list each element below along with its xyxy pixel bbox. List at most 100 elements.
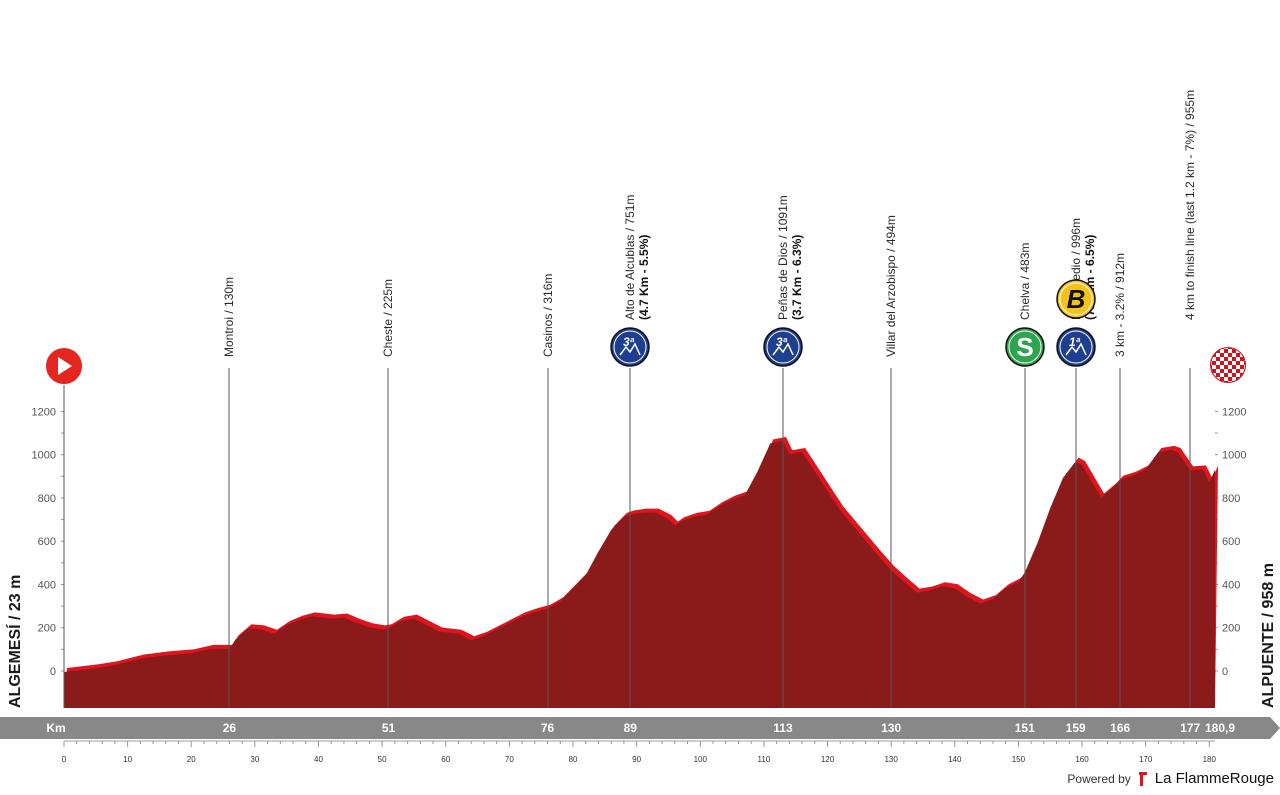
climb-1st-circle <box>1056 327 1096 367</box>
km-band: Km 26 51 76 89 113 130 151 159 166 177 180,9 <box>0 717 1280 739</box>
km-band-label: 51 <box>382 721 396 735</box>
x-tick-label: 10 <box>123 755 132 764</box>
checker-square <box>1212 381 1216 382</box>
powered-by: Powered by La FlammeRouge <box>1067 770 1274 787</box>
waypoint-climb-detail: (3.7 Km - 6.3%) <box>790 235 804 320</box>
start-icon <box>44 346 84 386</box>
checker-square <box>1224 377 1228 381</box>
checker-square <box>1220 357 1224 361</box>
sprint-ring <box>1008 330 1042 364</box>
y-tick-label-right: 0 <box>1222 666 1228 678</box>
climb-3rd-icon: 3ª <box>610 327 650 367</box>
checker-square <box>1232 353 1236 357</box>
waypoint-label: Villar del Arzobispo / 494m <box>884 215 898 357</box>
checker-square <box>1232 369 1236 373</box>
x-tick-label: 130 <box>884 755 898 764</box>
climb-3rd-ring <box>766 330 800 364</box>
km-band-total: 180,9 <box>1205 721 1235 735</box>
waypoint-label: Peñas de Dios / 1091m <box>776 195 790 320</box>
checker-square <box>1244 349 1245 353</box>
checker-square <box>1228 349 1232 353</box>
checker-square <box>1228 365 1232 369</box>
checker-square <box>1236 373 1240 377</box>
checker-square <box>1211 361 1212 365</box>
y-tick-label-right: 200 <box>1222 623 1240 635</box>
waypoint-label: Chelva / 483m <box>1018 243 1032 320</box>
bonus-label: B <box>1067 284 1086 314</box>
x-tick-label: 120 <box>821 755 835 764</box>
finish-icon <box>1208 345 1248 385</box>
km-band-label: 26 <box>223 721 237 735</box>
checker-square <box>1216 369 1220 373</box>
checker-square <box>1232 377 1236 381</box>
checker-square <box>1228 357 1232 361</box>
y-tick-label-right: 1000 <box>1222 450 1246 462</box>
waypoint-label: Alto de Alcublas / 751m <box>623 195 637 320</box>
y-tick-label-left: 0 <box>50 666 56 678</box>
climb-3rd-ring <box>613 330 647 364</box>
x-tick-label: 0 <box>62 755 67 764</box>
y-tick-label-right: 800 <box>1222 493 1240 505</box>
bonus-ring <box>1059 282 1093 316</box>
checker-square <box>1240 369 1244 373</box>
x-tick-label: 100 <box>694 755 708 764</box>
y-tick-label-left: 800 <box>38 493 56 505</box>
km-band-label: 159 <box>1066 721 1086 735</box>
x-tick-label: 150 <box>1012 755 1026 764</box>
climb-3rd-circle <box>610 327 650 367</box>
climb-category-label: 1ª <box>1069 335 1081 349</box>
checker-square <box>1211 348 1212 349</box>
km-band-label: 166 <box>1110 721 1130 735</box>
x-tick-label: 180 <box>1203 755 1217 764</box>
elevation-profile <box>64 437 1218 708</box>
checker-square <box>1224 353 1228 357</box>
x-tick-label: 40 <box>314 755 323 764</box>
play-icon <box>58 357 72 375</box>
checker-square <box>1220 373 1224 377</box>
checker-square <box>1224 361 1228 365</box>
checker-square <box>1220 365 1224 369</box>
checker-square <box>1240 361 1244 365</box>
km-band-label: 76 <box>541 721 555 735</box>
km-band-label: 130 <box>881 721 901 735</box>
x-tick-label: 50 <box>378 755 387 764</box>
y-axis-ticks: 0 0 200 200 400 400 600 600 800 800 1000 1000 1200 12… <box>32 406 1247 678</box>
checker-square <box>1236 357 1240 361</box>
checker-square <box>1244 365 1245 369</box>
flamme-rouge-logo-icon <box>1138 771 1147 786</box>
profile-area <box>64 441 1215 708</box>
checker-square <box>1212 365 1216 369</box>
waypoint-label: 4 km to finish line (last 1.2 km - 7%) /… <box>1183 90 1197 320</box>
checker-square <box>1240 348 1244 349</box>
y-tick-label-left: 600 <box>38 536 56 548</box>
waypoint-climb-detail: (4.7 Km - 5.5%) <box>637 235 651 320</box>
mountain-icon <box>772 342 794 356</box>
km-band-label: 151 <box>1015 721 1035 735</box>
waypoint-label: 3 km - 3.2% / 912m <box>1113 253 1127 357</box>
checker-square <box>1216 353 1220 357</box>
climb-category-label: 3ª <box>776 335 788 349</box>
x-tick-label: 110 <box>758 755 771 764</box>
x-tick-label: 170 <box>1139 755 1153 764</box>
y-tick-label-right: 600 <box>1222 536 1240 548</box>
y-tick-label-left: 1000 <box>32 450 56 462</box>
x-tick-label: 60 <box>441 755 450 764</box>
climb-1st-ring <box>1059 330 1093 364</box>
start-finish-labels: ALGEMESÍ / 23 m ALPUENTE / 958 m <box>5 563 1277 708</box>
bonus-circle <box>1056 279 1096 319</box>
x-tick-label: 30 <box>250 755 259 764</box>
climb-3rd-circle <box>763 327 803 367</box>
checker-square <box>1220 349 1224 353</box>
powered-by-text: Powered by <box>1067 771 1131 786</box>
waypoint-label: Casinos / 316m <box>541 274 555 357</box>
climb-1st-icon: 1ª <box>1056 327 1096 367</box>
waypoint-label: Cheste / 225m <box>381 279 395 357</box>
climb-3rd-icon: 3ª <box>763 327 803 367</box>
sprint-circle <box>1005 327 1045 367</box>
y-tick-label-left: 400 <box>38 579 56 591</box>
finish-town-label: ALPUENTE / 958 m <box>1260 563 1277 708</box>
checker-square <box>1228 381 1232 382</box>
start-town-label: ALGEMESÍ / 23 m <box>5 575 24 708</box>
checker-square <box>1224 369 1228 373</box>
x-tick-label: 90 <box>632 755 641 764</box>
